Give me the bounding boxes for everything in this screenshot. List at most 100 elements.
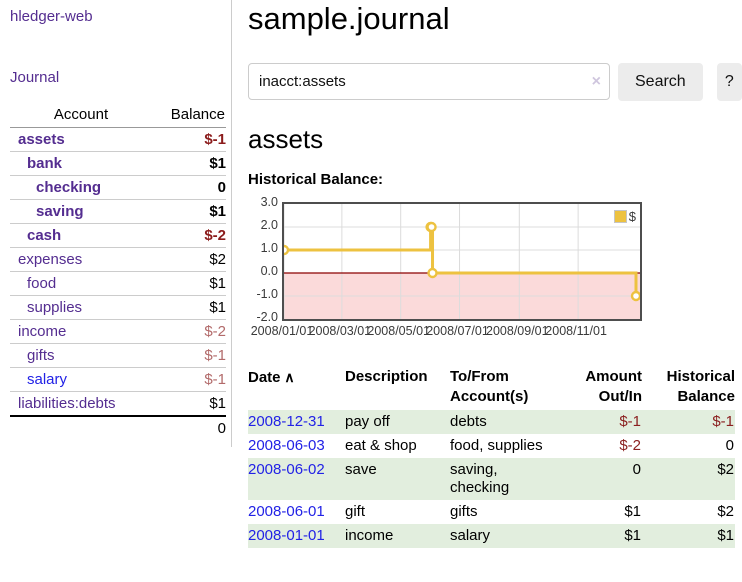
historical-balance-cell: $2 — [717, 461, 734, 478]
sort-ascending-icon: ∧ — [280, 369, 295, 385]
description-cell: save — [345, 461, 377, 478]
search-button[interactable]: Search — [618, 63, 703, 101]
accounts-header-account: Account — [10, 102, 151, 128]
sidebar-account-link[interactable]: checking — [36, 179, 102, 196]
sidebar-account-link[interactable]: gifts — [27, 347, 55, 364]
account-row: cash $-2 — [10, 223, 226, 248]
account-balance: $-2 — [150, 223, 226, 248]
sidebar-account-link[interactable]: liabilities:debts — [18, 395, 116, 412]
account-heading: assets — [248, 124, 324, 154]
tofrom-accounts-cell: gifts — [450, 503, 478, 520]
account-row: food $1 — [10, 271, 226, 296]
account-row: assets $-1 — [10, 128, 226, 152]
register-header-tofrom: To/From Account(s) — [450, 368, 529, 405]
search-input[interactable] — [248, 63, 610, 100]
account-row: salary $-1 — [10, 367, 226, 392]
x-axis-tick-label: 2008/01/01 — [250, 324, 314, 338]
register-header-date[interactable]: Date ∧ — [248, 369, 295, 386]
transaction-date-link[interactable]: 2008-06-01 — [248, 503, 325, 520]
y-axis-tick-label: -2.0 — [256, 310, 278, 324]
chart-plot-area[interactable]: $ — [282, 202, 642, 321]
sidebar-account-link[interactable]: expenses — [18, 251, 83, 268]
historical-balance-cell: $-1 — [712, 413, 734, 430]
chart-legend: $ — [612, 208, 637, 225]
search-box: × — [248, 63, 610, 100]
amount-cell: $-2 — [619, 437, 641, 454]
account-balance: $1 — [150, 391, 226, 416]
account-balance: $-1 — [150, 367, 226, 392]
sidebar-account-link[interactable]: supplies — [27, 299, 83, 316]
sidebar-account-link[interactable]: food — [27, 275, 57, 292]
accounts-total-spacer — [10, 415, 151, 440]
account-balance: $-1 — [150, 343, 226, 368]
sidebar-account-link[interactable]: salary — [27, 371, 68, 388]
transaction-row: 2008-06-03 eat & shop food, supplies $-2 0 — [248, 434, 735, 458]
account-name-cell: cash — [10, 223, 151, 248]
transaction-date-link[interactable]: 2008-01-01 — [248, 527, 325, 544]
account-row: checking 0 — [10, 175, 226, 200]
account-name-cell: food — [10, 271, 151, 296]
sidebar: hledger-web Journal Account Balance asse… — [0, 0, 232, 447]
nav-journal-link[interactable]: Journal — [10, 69, 60, 86]
y-axis-tick-label: -1.0 — [256, 287, 278, 301]
accounts-total-value: 0 — [150, 415, 226, 440]
accounts-total-row: 0 — [10, 415, 226, 440]
tofrom-accounts-cell: debts — [450, 413, 487, 430]
description-cell: gift — [345, 503, 366, 520]
account-row: liabilities:debts $1 — [10, 391, 226, 416]
transaction-date-link[interactable]: 2008-06-03 — [248, 437, 325, 454]
sidebar-account-link[interactable]: saving — [36, 203, 84, 220]
account-balance: $1 — [150, 295, 226, 320]
transaction-date-link[interactable]: 2008-12-31 — [248, 413, 325, 430]
account-row: gifts $-1 — [10, 343, 226, 368]
amount-cell: $1 — [624, 503, 641, 520]
account-name-cell: expenses — [10, 247, 151, 272]
description-cell: income — [345, 527, 394, 544]
transaction-row: 2008-12-31 pay off debts $-1 $-1 — [248, 410, 735, 434]
account-balance: $-2 — [150, 319, 226, 344]
y-axis-tick-label: 3.0 — [260, 195, 278, 209]
historical-balance-cell: $2 — [717, 503, 734, 520]
account-name-cell: salary — [10, 367, 151, 392]
help-button[interactable]: ? — [716, 63, 742, 101]
account-name-cell: bank — [10, 151, 151, 176]
account-balance: $1 — [150, 199, 226, 224]
description-cell: pay off — [345, 413, 390, 430]
transaction-row: 2008-06-01 gift gifts $1 $2 — [248, 500, 735, 524]
account-balance: $1 — [150, 151, 226, 176]
account-balance: $1 — [150, 271, 226, 296]
y-axis-tick-label: 2.0 — [260, 218, 278, 232]
account-name-cell: checking — [10, 175, 151, 200]
page-title: sample.journal — [248, 1, 450, 36]
historical-balance-cell: 0 — [725, 437, 734, 454]
description-cell: eat & shop — [345, 437, 417, 454]
sidebar-account-link[interactable]: bank — [27, 155, 63, 172]
amount-cell: $1 — [624, 527, 641, 544]
sidebar-account-link[interactable]: income — [18, 323, 67, 340]
transaction-row: 2008-06-02 save saving, checking 0 $2 — [248, 458, 735, 500]
x-axis-tick-label: 2008/09/01 — [486, 324, 549, 338]
register-table: Date ∧ Description To/From Account(s) Amount… — [248, 365, 735, 548]
date-cell: 2008-06-03 — [248, 434, 345, 458]
account-row: income $-2 — [10, 319, 226, 344]
brand-link[interactable]: hledger-web — [10, 8, 93, 25]
transaction-date-link[interactable]: 2008-06-02 — [248, 461, 325, 478]
register-header-amount: Amount Out/In — [585, 368, 642, 405]
x-axis-tick-label: 2008/11/01 — [545, 324, 607, 338]
historical-balance-chart: $ 3.0 2.0 1.0 0.0 -1.0 -2.0 2008/01/01 2008/03/… — [248, 195, 642, 340]
tofrom-accounts-cell: saving, checking — [450, 461, 510, 496]
sidebar-account-link[interactable]: cash — [27, 227, 62, 244]
x-axis-tick-label: 2008/05/01 — [367, 324, 430, 338]
account-balance: $2 — [150, 247, 226, 272]
tofrom-accounts-cell: salary — [450, 527, 491, 544]
x-axis-tick-label: 2008/03/01 — [308, 324, 372, 338]
date-cell: 2008-01-01 — [248, 524, 345, 548]
account-name-cell: liabilities:debts — [10, 391, 151, 416]
main-content: sample.journal × Search ? assets Histori… — [232, 0, 742, 582]
y-axis-tick-label: 1.0 — [260, 241, 278, 255]
tofrom-accounts-cell: food, supplies — [450, 437, 543, 454]
account-name-cell: assets — [10, 128, 150, 152]
clear-search-icon[interactable]: × — [591, 72, 601, 90]
sidebar-account-link[interactable]: assets — [18, 131, 65, 148]
